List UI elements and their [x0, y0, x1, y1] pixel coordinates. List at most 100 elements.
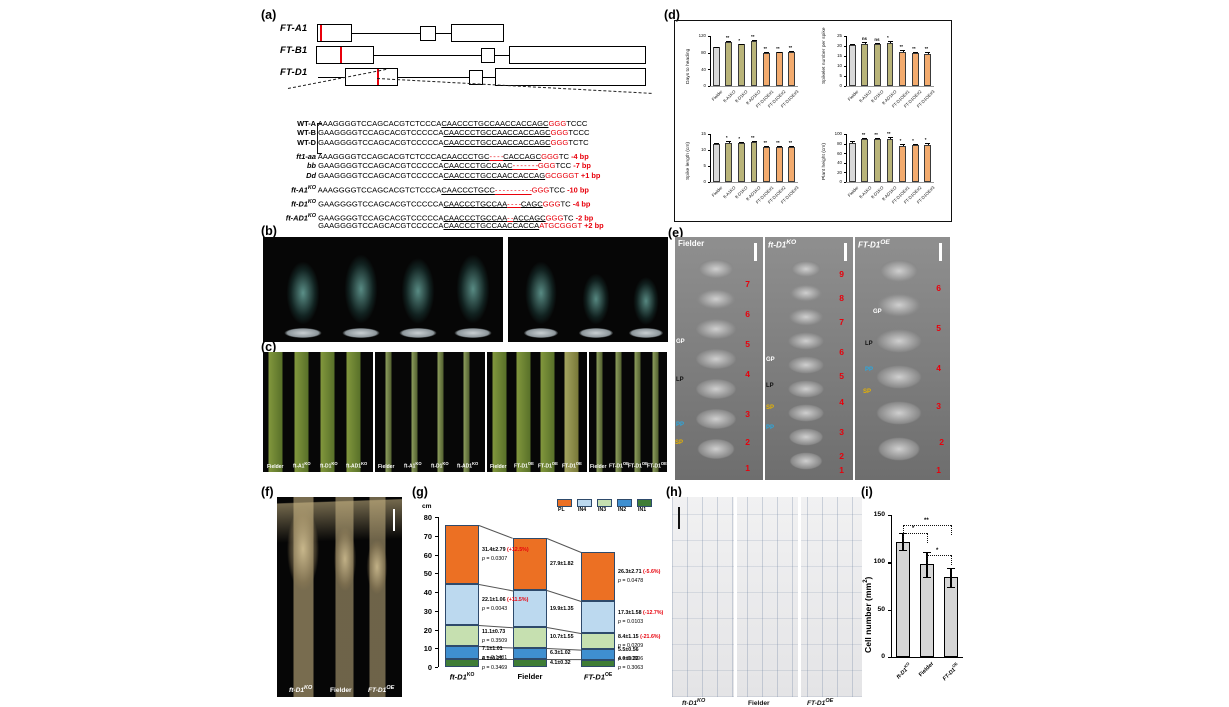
error-bar-cap [862, 41, 868, 43]
bar [899, 52, 907, 86]
cell-section-image [672, 497, 862, 697]
significance-marker: ** [751, 34, 755, 40]
indel-size: +2 bp [584, 221, 604, 231]
segment-value: 19.9±1.35 [550, 605, 574, 612]
sem-title: Fielder [678, 239, 705, 248]
significance-marker: ** [788, 45, 793, 50]
sequence-row-label: ft-A1KO [291, 185, 316, 195]
sem-annotation-lp: LP [865, 341, 873, 347]
bar [750, 141, 758, 182]
photo-caption: FT-D1OE [609, 461, 629, 470]
y-tick-label: 50 [423, 569, 432, 579]
y-tick-label: 0 [703, 83, 706, 89]
error-bar-cap [849, 141, 855, 143]
y-tick [843, 182, 846, 183]
scale-bar [939, 243, 942, 261]
segment-connector [478, 583, 514, 592]
segment-value: 5.5±0.56 [618, 647, 639, 654]
significance-marker: ** [751, 134, 755, 140]
significance-marker: * [725, 135, 728, 141]
segment-pvalue: p = 0.3063 [618, 665, 644, 672]
segment-value: 4.0±0.33 [618, 656, 639, 663]
error-bar-cap [874, 42, 880, 44]
error-bar-cap [726, 41, 732, 43]
bar [924, 144, 932, 182]
sem-annotation-sp: SP [863, 389, 872, 395]
sem-annotation-lp: LP [766, 383, 774, 389]
photo-caption: ft-A1KO [404, 461, 422, 470]
y-tick [887, 609, 892, 612]
error-bar-cap [862, 138, 868, 140]
error-bar-cap [764, 52, 770, 54]
group-label: FT-D1OE [583, 672, 613, 682]
gene-exon [345, 68, 398, 86]
stacked-segment-in2 [445, 646, 479, 660]
significance-marker: * [924, 137, 927, 143]
sequence-row-label: Dd [306, 170, 316, 180]
y-tick [843, 172, 846, 174]
sequence-text: GAAGGGGTCCAGCACGTCCCCCACAACCCTGCCAACCACC… [318, 170, 579, 180]
significance-marker: ** [725, 35, 730, 41]
y-tick-label: 5 [839, 73, 842, 79]
y-tick-label: 0 [839, 179, 842, 185]
significance-marker: * [912, 137, 914, 143]
gene-exon [509, 46, 646, 64]
spikelet-number: 4 [936, 363, 941, 373]
spikelet-number: 7 [839, 317, 844, 327]
grna-target-marker [340, 47, 343, 63]
y-tick [435, 629, 438, 631]
y-tick [707, 69, 710, 71]
y-axis-title: Plant height (cm) [822, 143, 827, 180]
significance-marker: * [887, 35, 889, 41]
stacked-segment-pl [445, 524, 479, 584]
y-tick-label: 60 [423, 550, 432, 560]
significance-bracket [903, 525, 951, 526]
y-tick-label: 10 [701, 147, 706, 153]
spikelet-number: 5 [839, 371, 844, 381]
spikelet-number: 3 [745, 409, 750, 419]
grna-target-marker [319, 25, 322, 41]
plant-silhouettes [263, 237, 503, 342]
spikelet-number: 6 [839, 347, 844, 357]
spikelet-texture [869, 251, 929, 475]
bar [911, 145, 919, 182]
sequence-text: GAAGGGGTCCAGCACGTCCCCCACAACCCTGCCAAC- - … [318, 161, 572, 171]
spike-image [589, 352, 667, 472]
spike-image [263, 352, 373, 472]
panel-f-label: (f) [261, 485, 274, 499]
y-axis-title: Spikelet number per spike [822, 27, 827, 84]
sequence-row: WT-B GAAGGGGTCCAGCACGTCCCCCACAACCCTGCCAA… [272, 128, 672, 138]
panel-d-charts: 0 40 80 120 Days to heading Fielder ** ft-A1KO *… [674, 20, 950, 220]
significance-marker: ** [874, 131, 878, 137]
y-tick-label: 100 [873, 558, 885, 566]
y-axis-title: Days to heading [686, 48, 691, 84]
significance-marker: ** [887, 131, 891, 137]
sequence-text: AAAGGGGTCCAGCACGTCTCCCACAACCCTGCCAACCACC… [317, 118, 588, 128]
legend-label: IN3 [598, 507, 607, 513]
sem-annotation-pp: PP [766, 425, 775, 431]
sequence-text: GAAGGGGTCCAGCACGTCCCCCACAACCCTGCCAA- - -… [318, 199, 571, 209]
gene-label-ft-d1: FT-D1 [280, 67, 308, 78]
bar [725, 42, 733, 86]
segment-pvalue: p = 0.0506 [618, 656, 644, 663]
panel-c-spikes-1: Fielder ft-A1KO ft-D1KO ft-AD1KO [263, 352, 373, 472]
stacked-segment-in1 [513, 659, 547, 667]
significance-tick [903, 533, 904, 543]
photo-caption: FT-D1OE [562, 461, 582, 470]
panel-f-photo: ft-D1KO Fielder FT-D1OE [277, 497, 402, 697]
significance-tick [951, 555, 952, 565]
plant-silhouettes [508, 237, 668, 342]
panel-c-spikes-3: Fielder FT-D1OE FT-D1OE FT-D1OE [487, 352, 587, 472]
stacked-segment-pl [581, 551, 615, 601]
y-axis [846, 134, 847, 182]
allele-bracket [317, 122, 322, 154]
sequence-text: GAAGGGGTCCAGCACGTCCCCCACAACCCTGCCAA- -AC… [318, 213, 574, 222]
y-tick-label: 25 [837, 33, 842, 39]
photo-caption: Fielder [378, 464, 395, 470]
stacked-segment-in3 [513, 627, 547, 648]
bar [725, 142, 733, 182]
y-tick [435, 554, 438, 556]
error-bar-cap [912, 143, 918, 145]
panel-a-gene-models: FT-A1 FT-B1 FT-D1 [260, 22, 670, 86]
error-bar-cap [925, 52, 931, 54]
